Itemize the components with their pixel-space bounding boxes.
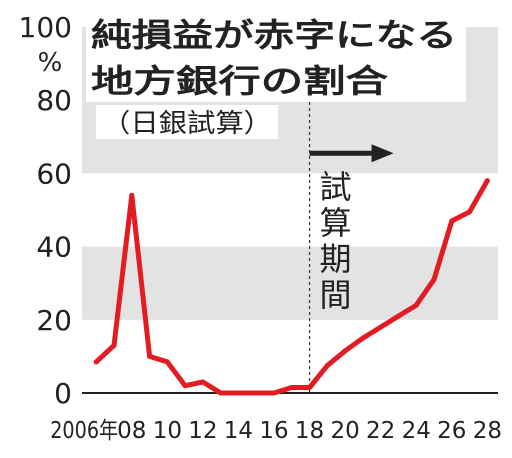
subtitle-backdrop	[96, 105, 278, 139]
x-tick-label: 10	[153, 418, 182, 444]
x-tick-label: 28	[473, 418, 502, 444]
data-point	[200, 379, 206, 385]
data-point	[218, 390, 224, 396]
x-tick-label: 22	[366, 418, 395, 444]
y-axis-unit: %	[38, 48, 63, 78]
y-tick-label: 0	[54, 377, 72, 410]
x-tick-label: 12	[188, 418, 217, 444]
data-point	[253, 390, 259, 396]
chart-subtitle: （日銀試算）	[102, 109, 272, 139]
data-point	[431, 277, 437, 283]
data-point	[413, 302, 419, 308]
chart-title-line-1: 純損益が赤字になる	[91, 16, 457, 54]
x-tick-label: 2006年	[50, 418, 118, 444]
data-point	[360, 335, 366, 341]
y-tick-label: 60	[36, 157, 72, 190]
data-point	[467, 209, 473, 215]
forecast-annotation: 試算期間	[315, 170, 353, 314]
arrow-head	[371, 144, 394, 163]
y-tick-label: 80	[36, 84, 72, 117]
x-tick-label: 08	[117, 418, 146, 444]
data-point	[324, 363, 330, 369]
x-tick-label: 14	[224, 418, 253, 444]
data-points	[93, 178, 490, 396]
data-point	[289, 385, 295, 391]
data-point	[395, 313, 401, 319]
data-point	[164, 359, 170, 365]
forecast-arrow	[309, 144, 394, 163]
data-point	[342, 348, 348, 354]
data-point	[182, 383, 188, 389]
data-point	[129, 192, 135, 198]
data-point	[111, 342, 117, 348]
y-tick-label: 20	[36, 304, 72, 337]
x-tick-label: 24	[402, 418, 431, 444]
x-tick-label: 20	[330, 418, 359, 444]
data-point	[93, 359, 99, 365]
x-tick-label: 18	[295, 418, 324, 444]
y-tick-label: 100	[19, 11, 72, 44]
data-point	[235, 390, 241, 396]
data-point	[271, 390, 277, 396]
title-backdrop	[86, 10, 466, 102]
data-point	[449, 218, 455, 224]
y-tick-label: 40	[36, 231, 72, 264]
data-point	[378, 324, 384, 330]
x-tick-label: 16	[259, 418, 288, 444]
chart-title-line-2: 地方銀行の割合	[91, 62, 388, 100]
data-point	[484, 178, 490, 184]
y-tick-labels: 0 20 40 60 80 100	[19, 11, 72, 410]
x-tick-label: 26	[437, 418, 466, 444]
data-point	[307, 385, 313, 391]
data-point	[147, 353, 153, 359]
